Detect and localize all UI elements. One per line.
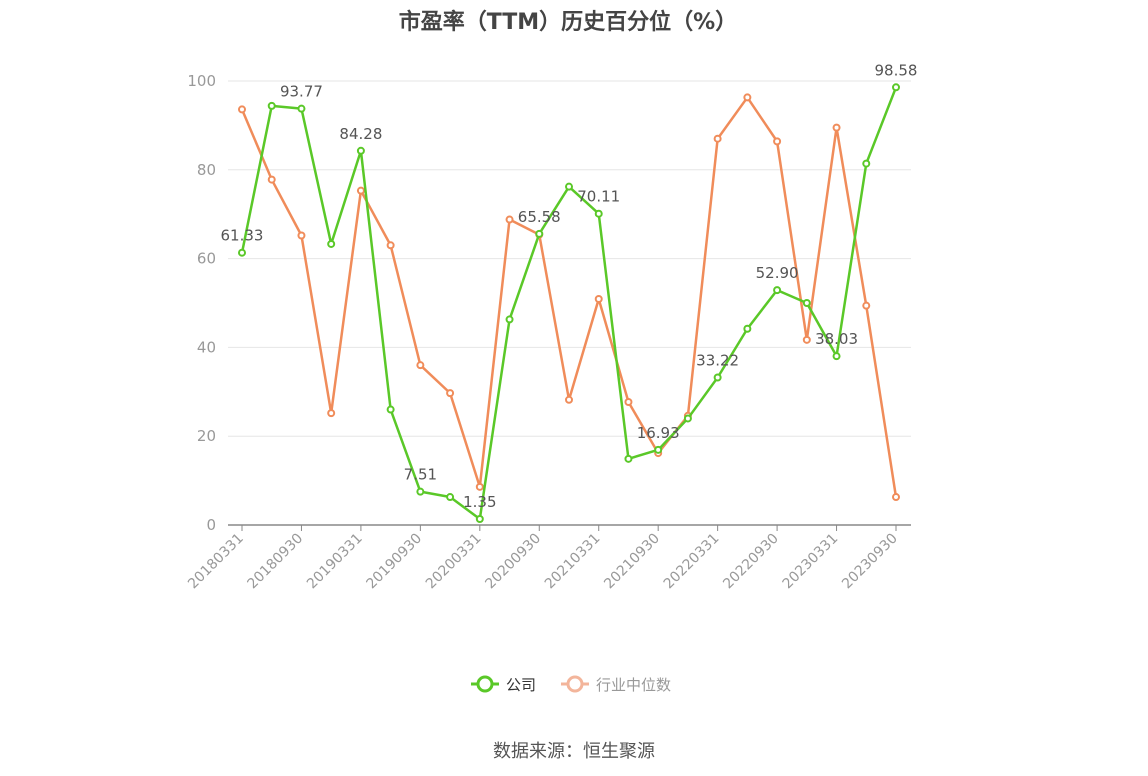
company-point [356,146,365,155]
company-point [505,315,514,324]
company-point [832,352,841,361]
industry-point [565,395,573,404]
company-point [327,239,336,248]
industry-point [862,301,871,310]
company-point [565,182,573,191]
company-point [297,104,306,113]
x-tick-label: 20200331 [423,531,485,593]
x-tick-label: 20200930 [482,531,544,593]
industry-point [238,105,246,114]
company-point [594,209,603,218]
company-point [713,373,722,382]
y-tick-label: 20 [197,427,216,445]
x-tick-label: 20220930 [720,531,782,593]
industry-point [297,231,306,240]
industry-point [505,215,514,224]
x-tick-label: 20180930 [245,531,307,593]
company-data-label: 65.58 [518,208,561,226]
x-tick-label: 20220331 [661,531,723,593]
company-data-label: 1.35 [463,493,496,511]
company-point [416,487,425,496]
industry-point [802,335,811,344]
company-data-label: 33.22 [696,352,739,370]
company-data-label: 70.11 [577,188,620,206]
legend-item-industry[interactable]: 行业中位数 [560,672,671,696]
company-point [683,414,692,423]
x-tick-label: 20210930 [601,531,663,593]
y-tick-label: 100 [187,72,216,90]
x-tick-label: 20210331 [542,531,604,593]
company-point [535,229,544,238]
industry-point [446,389,455,398]
grid-lines [228,80,911,437]
industry-point [832,123,841,132]
x-tick-label: 20180331 [185,531,247,593]
industry-series-line [240,96,898,498]
legend: 公司 行业中位数 [470,672,695,696]
company-data-label: 7.51 [404,466,437,484]
company-point [802,299,811,307]
company-data-label: 93.77 [280,83,323,101]
legend-company-marker-icon [471,675,499,693]
industry-point [356,186,365,195]
company-data-label: 61.33 [221,227,264,245]
x-tick-label: 20190331 [304,531,366,593]
company-data-label: 52.90 [756,264,799,282]
company-point [238,248,246,257]
industry-point [743,93,752,102]
x-tick-label: 20190930 [363,531,425,593]
company-point [773,286,782,295]
company-point [743,324,752,333]
industry-point [416,361,425,370]
legend-item-company[interactable]: 公司 [470,672,536,696]
industry-point [773,137,782,146]
industry-point [267,175,276,184]
y-tick-label: 0 [206,516,216,534]
company-point [267,101,276,110]
company-point [892,83,900,92]
y-tick-label: 60 [197,250,216,268]
company-series-line [240,86,898,521]
industry-point [713,134,722,143]
source-note: 数据来源：恒生聚源 [493,741,655,762]
company-point [386,405,395,414]
data-labels: 61.33 93.77 84.28 7.51 1.35 65.58 70.11 16.93 33… [221,61,918,511]
industry-point [892,493,900,502]
company-data-label: 16.93 [637,424,680,442]
company-data-label: 38.03 [815,330,858,348]
legend-label-company: 公司 [506,675,537,694]
x-tick-label: 20230331 [780,531,842,593]
company-data-label: 84.28 [339,125,382,143]
company-point [862,159,871,168]
y-tick-label: 40 [197,338,216,356]
company-point [654,445,663,454]
x-tick-label: 20230930 [839,531,901,593]
legend-industry-marker-icon [561,675,590,693]
axes: 0 20 40 60 80 100 2018033120180930201903312019… [185,72,911,592]
series-lines [238,83,900,524]
industry-point [594,295,603,304]
company-data-label: 98.58 [875,61,918,79]
industry-point [624,398,633,407]
company-point [446,493,455,502]
industry-point [327,409,336,418]
company-point [475,515,484,524]
industry-point [386,241,395,250]
company-point [624,454,633,463]
industry-point [475,482,484,491]
y-tick-label: 80 [197,161,216,179]
legend-label-industry: 行业中位数 [596,675,672,694]
chart-title: 市盈率（TTM）历史百分位（%） [398,10,738,35]
